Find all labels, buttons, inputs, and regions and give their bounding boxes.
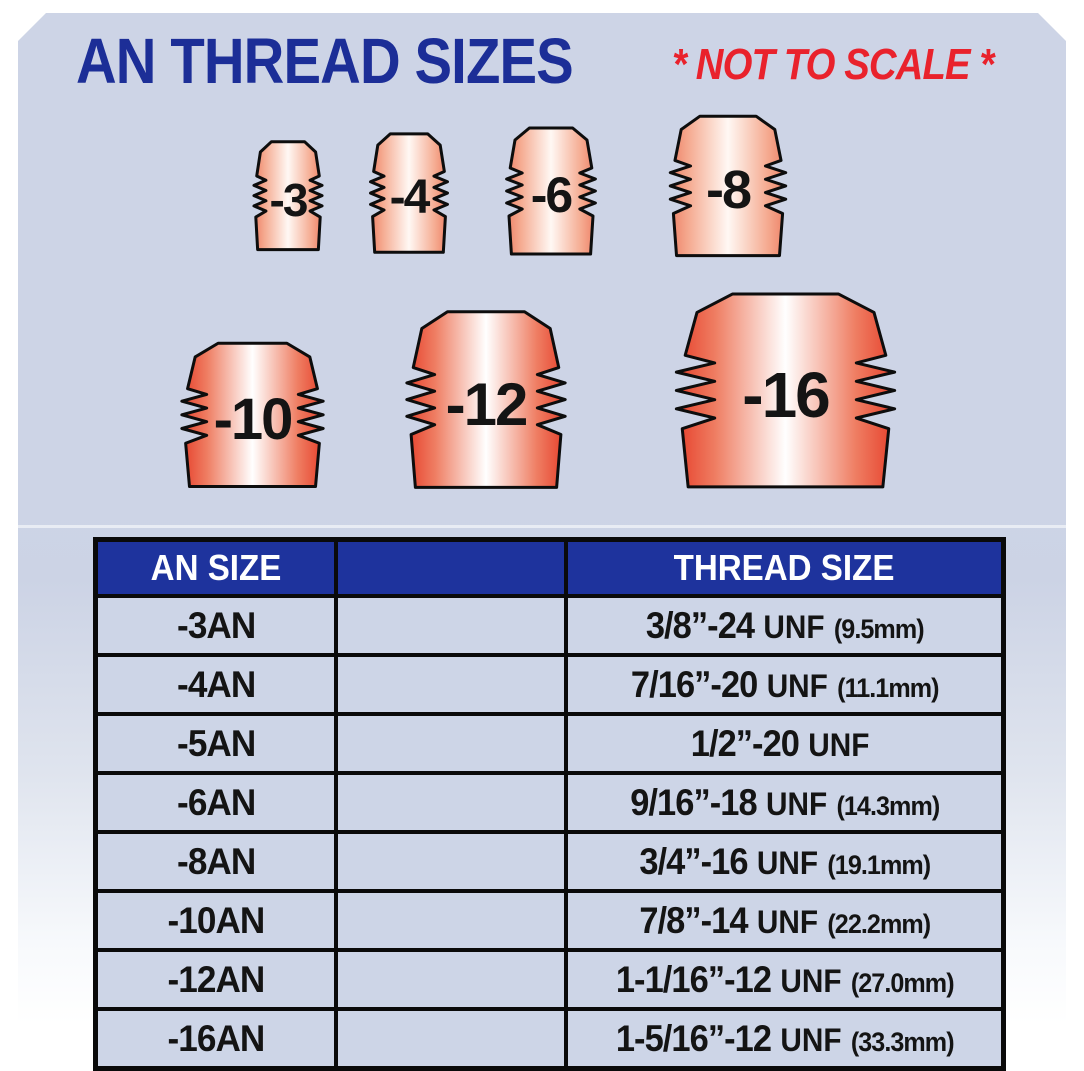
thread-spec: 9/16”-18	[629, 781, 757, 823]
thread-standard: UNF	[766, 667, 828, 704]
fitting-shape-icon	[491, 126, 611, 258]
thread-spec: 7/16”-20	[630, 663, 757, 705]
fitting-4: -4	[357, 132, 461, 256]
table-row: -5AN 1/2”-20 UNF	[93, 712, 1006, 775]
table-row: -4AN 7/16”-20 UNF (11.1mm)	[93, 653, 1006, 716]
thread-metric: (19.1mm)	[826, 849, 931, 880]
thread-standard: UNF	[779, 1021, 842, 1058]
thread-metric: (11.1mm)	[836, 672, 939, 703]
thread-standard: UNF	[807, 726, 869, 763]
fitting-label: -10	[213, 386, 294, 452]
spacer-cell	[333, 948, 568, 1011]
page-title: AN THREAD SIZES	[76, 25, 574, 97]
thread-standard: UNF	[762, 608, 825, 645]
thread-metric: (27.0mm)	[850, 967, 954, 998]
thread-standard: UNF	[756, 844, 818, 881]
an-thread-sizes-infographic: { "title": "AN THREAD SIZES", "note": "*…	[18, 13, 1066, 1071]
thread-standard: UNF	[765, 785, 827, 822]
thread-metric: (33.3mm)	[850, 1026, 954, 1057]
an-size-cell: -4AN	[93, 653, 338, 716]
spacer-cell	[333, 889, 568, 952]
fitting-12: -12	[379, 309, 593, 493]
fitting-shape-icon	[157, 341, 348, 491]
thread-size-cell: 3/4”-16 UNF (19.1mm)	[563, 830, 1006, 893]
fitting-shape-icon	[650, 114, 806, 260]
an-size-cell: -3AN	[93, 594, 338, 657]
fitting-8: -8	[650, 114, 806, 260]
spacer-cell	[333, 771, 568, 834]
thread-size-cell: 1-1/16”-12 UNF (27.0mm)	[563, 948, 1006, 1011]
fitting-label: -8	[705, 160, 752, 220]
fitting-shape-icon	[242, 140, 334, 253]
an-size-cell: -8AN	[93, 830, 338, 893]
spacer-cell	[333, 712, 568, 775]
table-row: -3AN 3/8”-24 UNF (9.5mm)	[93, 594, 1006, 657]
fitting-16: -16	[638, 291, 933, 493]
fitting-label: -3	[269, 173, 309, 226]
thread-standard: UNF	[756, 903, 818, 940]
thread-size-cell: 1/2”-20 UNF	[563, 712, 1006, 775]
size-table: AN SIZE THREAD SIZE -3AN 3/8”-24 UNF (9.5m…	[93, 537, 1006, 1071]
header-an-size: AN SIZE	[93, 537, 338, 598]
spacer-cell	[333, 653, 568, 716]
fitting-shape-icon	[379, 309, 593, 493]
thread-spec: 3/4”-16	[638, 840, 748, 882]
fitting-shape-icon	[357, 132, 461, 256]
fitting-label: -6	[530, 167, 573, 223]
an-size-cell: -16AN	[93, 1007, 338, 1071]
thread-standard: UNF	[779, 962, 842, 999]
thread-metric: (9.5mm)	[833, 613, 924, 644]
fitting-label: -12	[445, 370, 529, 438]
thread-size-cell: 7/16”-20 UNF (11.1mm)	[563, 653, 1006, 716]
fitting-shape-icon	[638, 291, 933, 493]
thread-size-cell: 7/8”-14 UNF (22.2mm)	[563, 889, 1006, 952]
panel-bottom-edge	[18, 525, 1066, 528]
thread-spec: 3/8”-24	[645, 604, 754, 646]
thread-metric: (14.3mm)	[835, 790, 940, 821]
table-row: -16AN 1-5/16”-12 UNF (33.3mm)	[93, 1007, 1006, 1071]
header-spacer	[333, 537, 568, 598]
fitting-label: -16	[742, 359, 831, 431]
header-thread-size: THREAD SIZE	[563, 537, 1006, 598]
spacer-cell	[333, 830, 568, 893]
spacer-cell	[333, 1007, 568, 1071]
table-row: -8AN 3/4”-16 UNF (19.1mm)	[93, 830, 1006, 893]
table-row: -6AN 9/16”-18 UNF (14.3mm)	[93, 771, 1006, 834]
table-header-row: AN SIZE THREAD SIZE	[93, 537, 1006, 598]
thread-spec: 1/2”-20	[690, 722, 799, 764]
thread-size-cell: 1-5/16”-12 UNF (33.3mm)	[563, 1007, 1006, 1071]
an-size-cell: -5AN	[93, 712, 338, 775]
table-row: -10AN 7/8”-14 UNF (22.2mm)	[93, 889, 1006, 952]
an-size-cell: -6AN	[93, 771, 338, 834]
fitting-3: -3	[242, 140, 334, 253]
fitting-6: -6	[491, 126, 611, 258]
not-to-scale-note: * NOT TO SCALE *	[672, 40, 994, 89]
table-row: -12AN 1-1/16”-12 UNF (27.0mm)	[93, 948, 1006, 1011]
spacer-cell	[333, 594, 568, 657]
thread-metric: (22.2mm)	[826, 908, 931, 939]
an-size-cell: -10AN	[93, 889, 338, 952]
thread-size-cell: 9/16”-18 UNF (14.3mm)	[563, 771, 1006, 834]
an-size-cell: -12AN	[93, 948, 338, 1011]
thread-spec: 7/8”-14	[638, 899, 748, 941]
fitting-label: -4	[389, 170, 431, 224]
fitting-10: -10	[157, 341, 348, 491]
thread-spec: 1-1/16”-12	[615, 958, 771, 1000]
thread-size-cell: 3/8”-24 UNF (9.5mm)	[563, 594, 1006, 657]
